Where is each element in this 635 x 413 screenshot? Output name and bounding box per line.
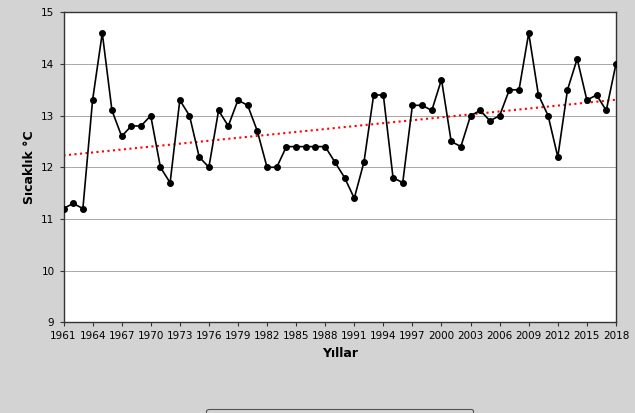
X-axis label: Yıllar: Yıllar xyxy=(322,347,358,360)
Y-axis label: Sıcaklık °C: Sıcaklık °C xyxy=(23,131,36,204)
Yıllık Sıcaklık xyxy=(535,93,542,97)
Yıllık Sıcaklık xyxy=(196,154,203,159)
Eğilim Çizgisi xyxy=(467,112,474,117)
Yıllık Sıcaklık xyxy=(438,77,445,82)
Yıllık Sıcaklık xyxy=(476,108,484,113)
Yıllık Sıcaklık xyxy=(98,31,106,36)
Legend: Yıllık Sıcaklık, Eğilim Çizgisi: Yıllık Sıcaklık, Eğilim Çizgisi xyxy=(206,409,473,413)
Yıllık Sıcaklık xyxy=(612,62,620,66)
Line: Eğilim Çizgisi: Eğilim Çizgisi xyxy=(64,100,616,155)
Line: Yıllık Sıcaklık: Yıllık Sıcaklık xyxy=(61,30,618,211)
Eğilim Çizgisi xyxy=(428,116,436,121)
Eğilim Çizgisi xyxy=(525,106,533,111)
Yıllık Sıcaklık xyxy=(205,165,213,170)
Eğilim Çizgisi xyxy=(612,97,620,102)
Yıllık Sıcaklık xyxy=(592,93,600,97)
Yıllık Sıcaklık xyxy=(60,206,67,211)
Eğilim Çizgisi xyxy=(196,139,203,144)
Eğilim Çizgisi xyxy=(60,153,67,158)
Eğilim Çizgisi xyxy=(185,140,193,145)
Eğilim Çizgisi xyxy=(592,99,600,104)
